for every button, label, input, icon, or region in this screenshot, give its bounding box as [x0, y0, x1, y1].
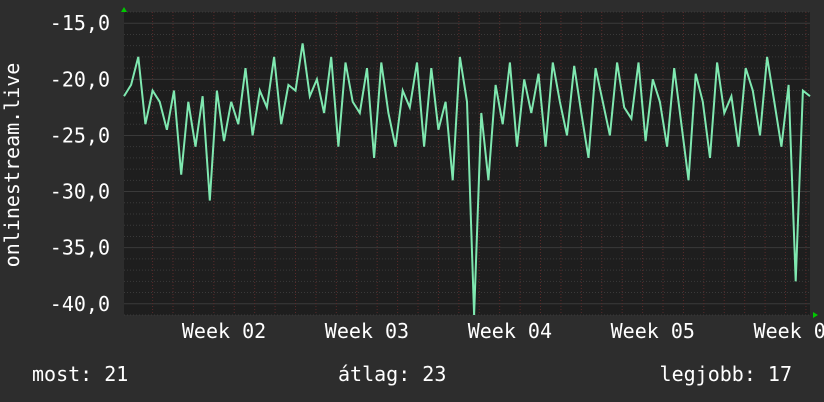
stat-current: most: 21	[32, 362, 129, 386]
x-tick-label: Week 05	[611, 319, 695, 343]
y-axis-label: onlinestream.live	[0, 63, 24, 268]
stat-best: legjobb: 17	[659, 362, 792, 386]
plot-area	[124, 12, 810, 315]
y-tick-label: -25,0	[50, 123, 110, 147]
x-tick-label: Week 02	[182, 319, 266, 343]
y-tick-label: -40,0	[50, 292, 110, 316]
x-axis: Week 02 Week 03 Week 04 Week 05 Week 06	[182, 319, 824, 343]
y-axis-arrow-icon	[121, 7, 127, 12]
line-chart: -15,0-20,0-25,0-30,0-35,0-40,0 Week 02 We…	[0, 7, 824, 343]
series-line	[123, 43, 811, 316]
y-axis: -15,0 -20,0 -25,0 -30,0 -35,0 -40,0	[50, 11, 110, 316]
stat-average: átlag: 23	[338, 362, 447, 386]
y-tick-label: -20,0	[50, 67, 110, 91]
x-tick-label: Week 04	[468, 319, 552, 343]
x-tick-label: Week 03	[325, 319, 409, 343]
y-tick-label: -15,0	[50, 11, 110, 35]
x-axis-arrow-icon	[813, 312, 818, 318]
y-tick-label: -35,0	[50, 236, 110, 260]
y-tick-label: -30,0	[50, 180, 110, 204]
x-tick-label: Week 06	[754, 319, 824, 343]
